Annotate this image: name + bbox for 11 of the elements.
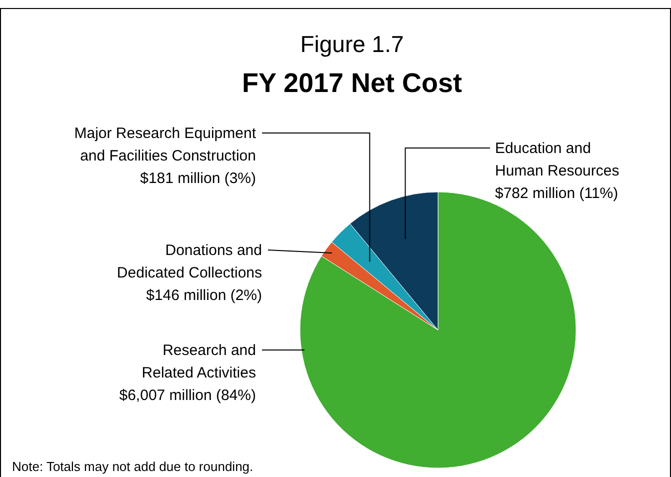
chart-title: Figure 1.7 [300,31,404,57]
text: Note: Totals may not add due to rounding. [12,459,254,474]
data-label: $181 million (3%) [140,170,256,187]
data-label: $146 million (2%) [146,287,262,304]
slice-label: Research and Related Activities [142,342,256,382]
slice-label: Education and Human Resources [495,140,620,180]
data-label: $6,007 million (84%) [119,387,256,404]
data-label: $782 million (11%) [495,185,618,202]
slice-label: Donations and Dedicated Collections [116,242,262,282]
slice-label: Major Research Equipment and Facilities Construction [74,125,257,164]
chart-subtitle: FY 2017 Net Cost [242,68,462,98]
